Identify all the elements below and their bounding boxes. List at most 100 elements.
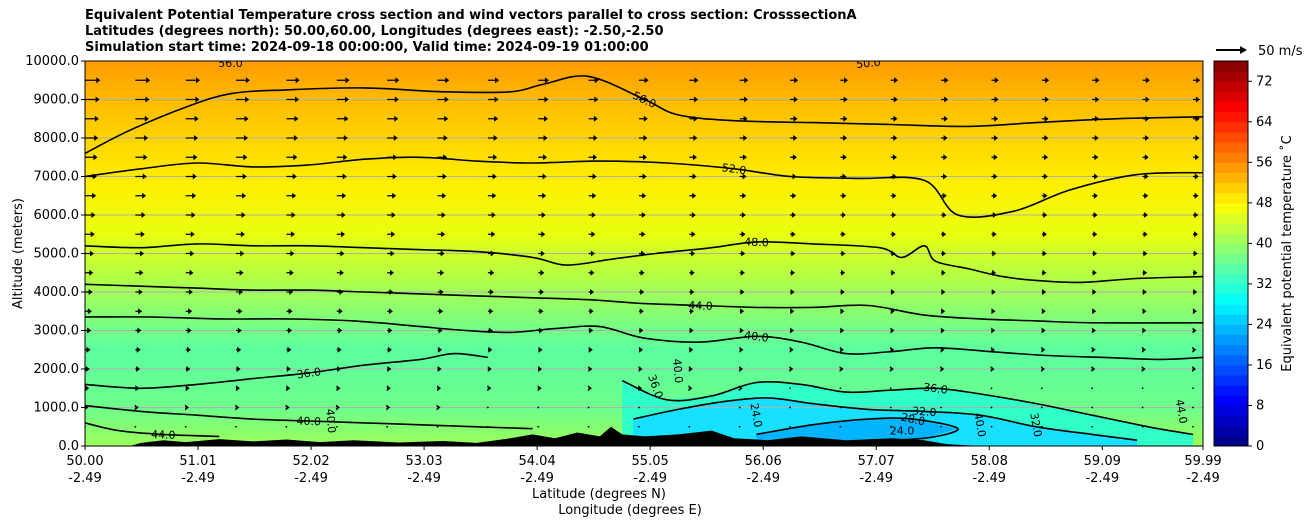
wind-vector	[538, 346, 543, 353]
contour-label-4: 40.0	[743, 329, 769, 345]
wind-vector	[185, 231, 195, 238]
wind-vector	[588, 135, 598, 141]
wind-vector	[790, 308, 795, 315]
wind-vector	[1091, 406, 1094, 409]
wind-vector	[1041, 96, 1049, 103]
wind-vector	[840, 327, 845, 334]
wind-vector	[739, 212, 746, 218]
wind-vector	[1142, 269, 1148, 276]
contour-line-3	[85, 283, 1203, 324]
wind-vector	[286, 327, 292, 334]
wind-vector	[487, 173, 497, 180]
wind-vector	[789, 327, 794, 334]
x-tick-label-lon-7: -2.49	[859, 471, 893, 486]
x-tick-label-lat-2: 52.02	[292, 454, 329, 469]
colorbar-segment	[1214, 324, 1248, 336]
x-tick-label-lon-0: -2.49	[68, 471, 102, 486]
wind-vector	[185, 135, 199, 141]
wind-vector	[1041, 192, 1048, 199]
contour-label-extra-2: 40.0	[670, 358, 685, 384]
wind-vector	[689, 327, 694, 334]
wind-vector	[739, 154, 747, 161]
wind-vector	[638, 77, 649, 84]
wind-vector	[135, 346, 141, 353]
wind-vector	[889, 366, 894, 372]
y-tick-label-7: 7000.0	[34, 170, 80, 185]
wind-vector	[236, 135, 248, 141]
wind-vector	[990, 387, 993, 390]
wind-vector	[1192, 173, 1199, 180]
wind-vector	[1192, 425, 1194, 428]
wind-vector	[1092, 231, 1098, 238]
wind-vector	[638, 96, 649, 103]
wind-vector	[286, 173, 297, 180]
wind-vector	[236, 115, 249, 122]
wind-vector	[1092, 154, 1099, 161]
wind-vector	[286, 289, 294, 295]
wind-vector	[135, 250, 145, 257]
wind-vector	[487, 308, 494, 315]
wind-vector	[1192, 115, 1200, 122]
wind-vector	[85, 346, 91, 353]
colorbar-segment	[1214, 405, 1248, 417]
wind-vector	[638, 250, 645, 257]
wind-vector	[689, 250, 696, 257]
colorbar-segment	[1214, 182, 1248, 194]
wind-vector	[889, 425, 892, 428]
wind-vector	[991, 77, 999, 84]
wind-vector	[1192, 212, 1199, 218]
wind-vector	[1192, 77, 1201, 84]
colorbar-tick-label-6: 48	[1256, 196, 1273, 211]
wind-vector	[134, 425, 137, 428]
x-tick-label-lat-8: 58.08	[971, 454, 1008, 469]
wind-vector	[588, 289, 595, 295]
wind-vector	[588, 115, 598, 122]
colorbar-segment	[1214, 273, 1248, 285]
wind-vector	[286, 96, 300, 103]
colorbar-label: Equivalent potential temperature ˚C	[1279, 135, 1295, 371]
wind-vector	[1091, 327, 1096, 334]
wind-vector	[437, 115, 449, 122]
wind-vector	[387, 96, 399, 103]
wind-vector	[537, 406, 540, 409]
wind-vector	[336, 77, 350, 84]
colorbar-frame	[1213, 60, 1249, 447]
wind-vector	[1041, 115, 1049, 122]
x-tick-label-lon-9: -2.49	[1085, 471, 1119, 486]
wind-vector	[638, 135, 648, 141]
wind-vector	[336, 346, 342, 353]
contour-label-2: 48.0	[744, 236, 769, 250]
colorbar-segment	[1214, 415, 1248, 427]
y-tick-label-3: 3000.0	[34, 324, 80, 339]
wind-vector	[638, 346, 643, 353]
wind-vector	[387, 346, 392, 353]
contour-label-1: 52.0	[721, 161, 747, 177]
wind-vector	[135, 385, 140, 392]
wind-vector	[790, 135, 798, 141]
wind-vector	[286, 192, 297, 199]
x-tick-label-lon-10: -2.49	[1186, 471, 1220, 486]
wind-vector	[638, 308, 644, 315]
colorbar-segment	[1214, 81, 1248, 92]
wind-vector	[236, 327, 242, 334]
wind-vector	[790, 192, 797, 199]
wind-vector	[638, 406, 640, 409]
wind-vector	[840, 96, 848, 103]
wind-vector	[85, 173, 97, 180]
wind-vector	[739, 77, 749, 84]
wind-vector	[537, 425, 540, 428]
x-tick-label-lat-1: 51.01	[179, 454, 216, 469]
contour-label-extra-8: 32.0	[1027, 412, 1044, 438]
wind-vector	[991, 154, 998, 161]
wind-vector	[538, 327, 543, 334]
wind-vector	[689, 212, 696, 218]
wind-vector	[437, 77, 450, 84]
wind-vector	[1040, 366, 1045, 372]
wind-vector	[285, 404, 290, 411]
wind-vector	[739, 269, 745, 276]
title-line-1: Equivalent Potential Temperature cross s…	[85, 8, 857, 23]
contour-line-2	[85, 240, 1203, 284]
wind-vector	[940, 366, 945, 372]
wind-vector	[689, 173, 697, 180]
